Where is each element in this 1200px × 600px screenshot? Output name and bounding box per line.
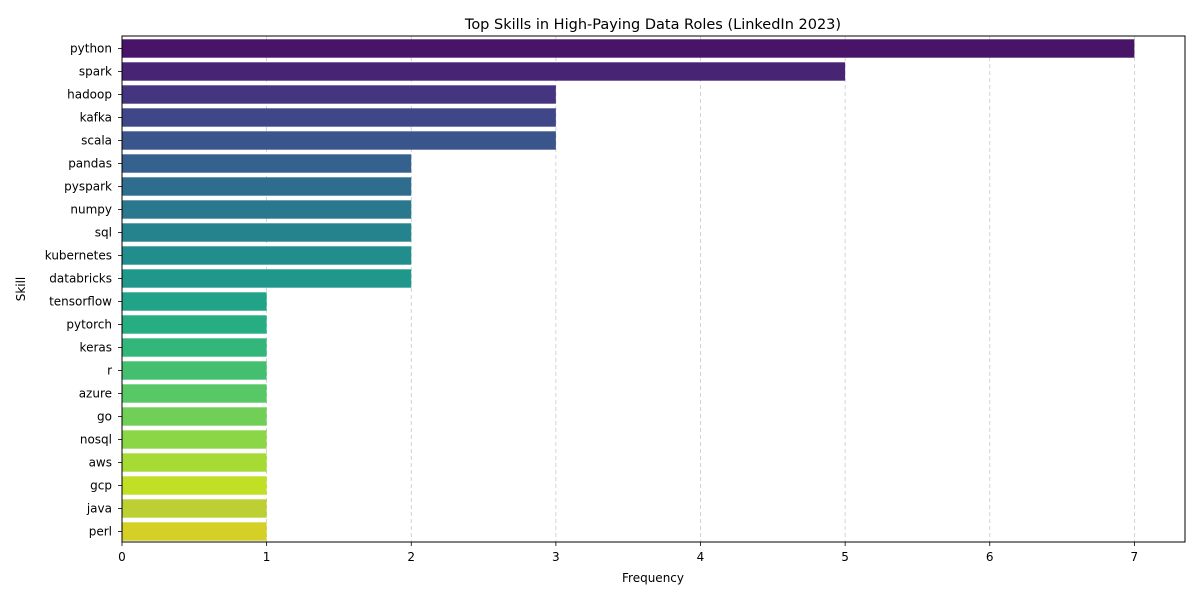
y-tick-label-scala: scala (81, 134, 112, 148)
y-tick-label-java: java (86, 502, 112, 516)
y-tick-label-azure: azure (79, 387, 112, 401)
bar-aws (122, 453, 267, 472)
bar-databricks (122, 269, 412, 288)
y-tick-label-spark: spark (79, 65, 112, 79)
x-tick-label: 7 (1131, 550, 1139, 564)
y-axis-title: Skill (14, 277, 28, 302)
y-tick-label-kafka: kafka (80, 111, 112, 125)
y-tick-label-keras: keras (80, 341, 112, 355)
y-tick-label-aws: aws (89, 456, 112, 470)
y-tick-label-databricks: databricks (49, 272, 112, 286)
y-tick-label-pandas: pandas (68, 157, 112, 171)
y-tick-label-numpy: numpy (70, 203, 112, 217)
bar-pytorch (122, 315, 267, 334)
y-tick-label-sql: sql (95, 226, 112, 240)
y-tick-label-perl: perl (89, 525, 112, 539)
y-tick-label-r: r (107, 364, 112, 378)
bar-azure (122, 384, 267, 403)
bar-scala (122, 131, 556, 150)
bar-sql (122, 223, 412, 242)
bar-tensorflow (122, 292, 267, 311)
bar-java (122, 499, 267, 518)
x-tick-label: 4 (697, 550, 705, 564)
plot-frame (121, 35, 1186, 543)
chart-title: Top Skills in High-Paying Data Roles (Li… (464, 17, 841, 33)
y-tick-label-nosql: nosql (80, 433, 112, 447)
y-tick-label-tensorflow: tensorflow (49, 295, 112, 309)
bar-perl (122, 522, 267, 541)
bar-keras (122, 338, 267, 357)
x-tick-label: 5 (841, 550, 849, 564)
x-tick-label: 6 (986, 550, 994, 564)
bar-hadoop (122, 85, 556, 104)
bar-nosql (122, 430, 267, 449)
bar-python (122, 39, 1135, 58)
bar-spark (122, 62, 846, 81)
x-tick-label: 1 (263, 550, 271, 564)
y-tick-label-pyspark: pyspark (64, 180, 112, 194)
y-tick-label-gcp: gcp (90, 479, 112, 493)
bar-pandas (122, 154, 412, 173)
x-tick-label: 3 (552, 550, 560, 564)
bar-r (122, 361, 267, 380)
y-tick-label-go: go (97, 410, 112, 424)
bar-kafka (122, 108, 556, 127)
x-tick-label: 2 (407, 550, 415, 564)
x-tick-labels: 0 1 2 3 4 5 6 7 (118, 542, 1138, 564)
y-tick-label-pytorch: pytorch (66, 318, 112, 332)
y-tick-labels: python spark hadoop kafka scala pandas pyspark… (45, 42, 122, 539)
x-tick-label: 0 (118, 550, 126, 564)
bar-kubernetes (122, 246, 412, 265)
bars (122, 39, 1135, 541)
bar-pyspark (122, 177, 412, 196)
y-tick-label-python: python (70, 42, 112, 56)
x-axis-title: Frequency (622, 571, 684, 585)
bar-numpy (122, 200, 412, 219)
y-tick-label-kubernetes: kubernetes (45, 249, 112, 263)
bar-gcp (122, 476, 267, 495)
bar-go (122, 407, 267, 426)
y-tick-label-hadoop: hadoop (67, 88, 112, 102)
